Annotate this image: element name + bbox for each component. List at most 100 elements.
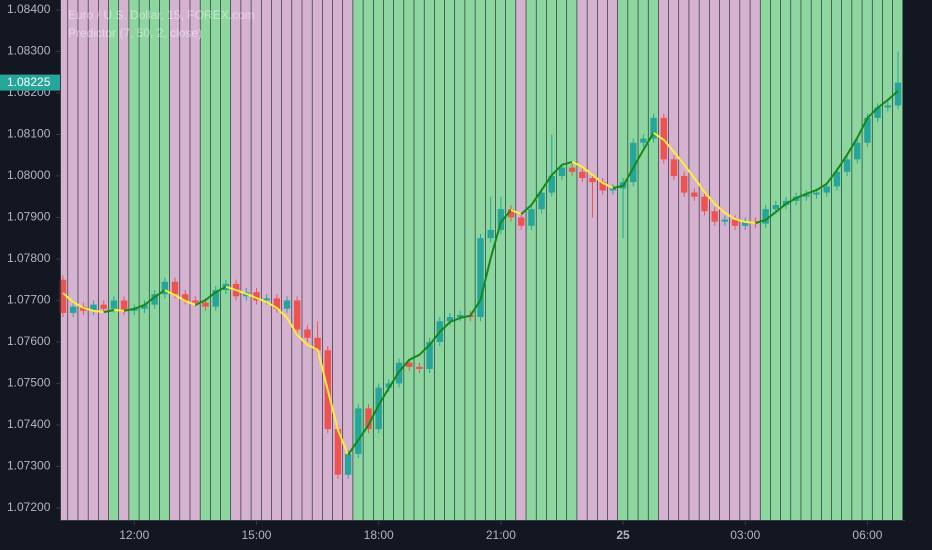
trend-band	[424, 0, 435, 520]
candle-body	[884, 105, 892, 108]
candle-body	[548, 175, 555, 193]
x-tick-label: 25	[616, 528, 630, 542]
trend-band	[638, 0, 648, 520]
candle-body	[579, 171, 586, 179]
trend-band	[750, 0, 760, 520]
candle-body	[171, 281, 179, 295]
trend-band	[709, 0, 720, 520]
x-tick-label: 03:00	[730, 528, 760, 542]
candle-body	[385, 383, 393, 388]
candle-body	[650, 117, 657, 139]
predictor-line	[510, 209, 522, 216]
predictor-line	[103, 309, 115, 314]
candle-body	[680, 175, 688, 193]
trend-band	[241, 0, 251, 520]
predictor-line	[62, 292, 104, 314]
candle-body	[416, 366, 423, 369]
predictor-line	[113, 309, 125, 312]
trend-band	[872, 0, 883, 520]
candle-body	[212, 290, 219, 307]
predictor-line	[123, 289, 166, 312]
trend-band	[892, 0, 903, 520]
trend-band	[68, 0, 78, 520]
y-tick-label: 1.07200	[7, 500, 51, 514]
candle-body	[406, 362, 413, 367]
candle-body	[263, 298, 270, 301]
trend-band	[139, 0, 149, 520]
candle-body	[120, 300, 128, 311]
predictor-line	[612, 132, 655, 189]
candle-body	[355, 408, 362, 455]
x-tick-label: 06:00	[852, 528, 882, 542]
candle-body	[314, 337, 321, 351]
y-tick-label: 1.07400	[7, 417, 51, 431]
candle-body	[803, 194, 810, 197]
candle-body	[446, 317, 454, 322]
candle-body	[59, 279, 67, 313]
trend-band	[760, 0, 771, 520]
y-tick-label: 1.07600	[7, 334, 51, 348]
candle-body	[69, 306, 77, 313]
trend-band	[658, 0, 669, 520]
y-tick-label: 1.08100	[7, 127, 51, 141]
trend-band	[587, 0, 598, 520]
y-tick-label: 1.07500	[7, 376, 51, 390]
candle-body	[813, 192, 820, 195]
candle-body	[711, 211, 718, 222]
candle-body	[843, 159, 851, 172]
candle-body	[894, 82, 902, 106]
candle-body	[181, 294, 189, 301]
candle-body	[273, 298, 281, 309]
candle-body	[538, 192, 545, 210]
x-tick-label: 18:00	[364, 528, 394, 542]
y-tick-label: 1.08000	[7, 168, 51, 182]
candle-body	[691, 192, 698, 197]
trend-band	[729, 0, 740, 520]
trend-band	[852, 0, 862, 520]
trend-band	[648, 0, 659, 520]
candle-body	[294, 300, 301, 330]
candle-body	[365, 408, 372, 430]
trend-band	[617, 0, 628, 520]
trend-band	[98, 0, 109, 520]
trend-band	[159, 0, 170, 520]
candle-body	[497, 209, 505, 230]
trend-band	[699, 0, 710, 520]
candle-body	[640, 138, 647, 143]
trend-band	[831, 0, 842, 520]
predictor-line	[653, 131, 756, 224]
trend-band	[383, 0, 394, 520]
trend-band	[281, 0, 292, 520]
trend-band	[302, 0, 312, 520]
trend-band	[231, 0, 241, 520]
candle-body	[823, 186, 830, 193]
candle-body	[202, 302, 209, 307]
trend-band	[780, 0, 791, 520]
trend-band	[271, 0, 282, 520]
candle-body	[670, 159, 678, 176]
candle-body	[599, 182, 606, 191]
candle-body	[854, 142, 861, 160]
candle-body	[426, 341, 433, 369]
y-tick-label: 1.07900	[7, 210, 51, 224]
trend-band	[119, 0, 129, 520]
trend-band	[862, 0, 872, 520]
trend-band	[292, 0, 302, 520]
candle-body	[151, 294, 158, 305]
candle-body	[141, 304, 148, 309]
predictor-line	[520, 160, 573, 215]
candle-body	[334, 429, 342, 475]
indicator-title: Predictor (7, 50, 2, close)	[68, 26, 202, 40]
trend-band	[180, 0, 190, 520]
predictor-line	[347, 209, 512, 456]
trend-band	[444, 0, 455, 520]
trend-band	[88, 0, 99, 520]
candle-body	[701, 196, 708, 212]
trend-band	[414, 0, 424, 520]
trend-band	[200, 0, 211, 520]
trend-band	[770, 0, 781, 520]
trend-band	[505, 0, 516, 520]
trend-band	[129, 0, 139, 520]
last-price-marker	[0, 74, 60, 91]
trend-band	[373, 0, 384, 520]
